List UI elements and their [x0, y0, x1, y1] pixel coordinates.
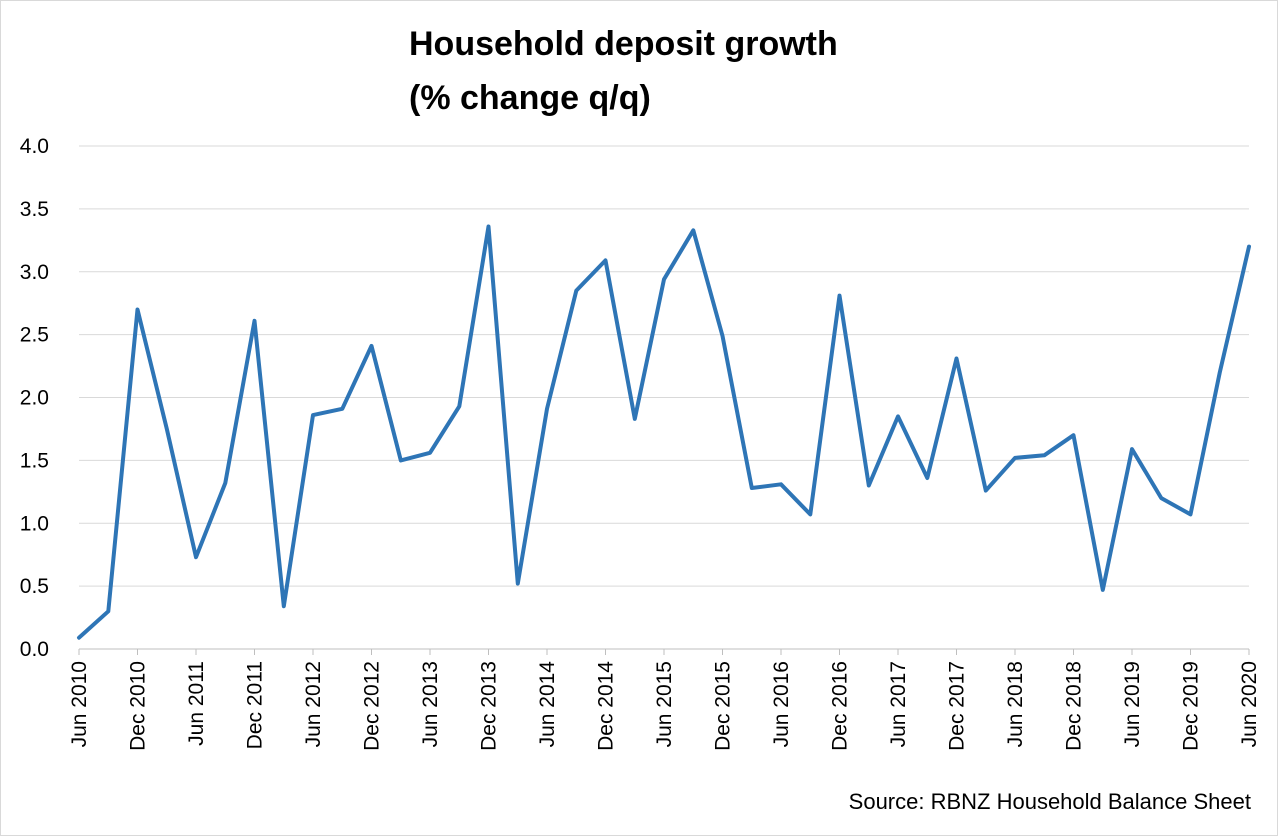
x-tick-label: Dec 2018 — [1063, 661, 1086, 751]
y-tick-label: 0.0 — [20, 638, 49, 661]
y-tick-label: 3.5 — [20, 198, 49, 221]
x-tick-label: Dec 2011 — [244, 661, 267, 749]
x-tick-label: Jun 2019 — [1121, 661, 1144, 747]
x-tick-label: Jun 2012 — [302, 661, 325, 747]
series-layer — [77, 224, 1251, 640]
chart-title-line-1: Household deposit growth — [409, 25, 838, 63]
x-axis-ticks: Jun 2010 Dec 2010 Jun 2011 Dec 2011 Jun 2012… — [68, 649, 1261, 751]
y-tick-label: 0.5 — [20, 575, 49, 598]
y-tick-label: 2.0 — [20, 387, 49, 410]
y-axis-ticks: 0.0 0.5 1.0 1.5 2.0 2.5 3.0 3.5 4.0 — [20, 135, 49, 661]
x-tick-label: Jun 2018 — [1004, 661, 1027, 747]
x-tick-label: Dec 2012 — [361, 661, 384, 751]
x-tick-label: Dec 2019 — [1180, 661, 1203, 751]
x-tick-label: Jun 2016 — [770, 661, 793, 747]
x-tick-label: Jun 2015 — [653, 661, 676, 747]
x-tick-label: Dec 2017 — [946, 661, 969, 751]
x-tick-label: Dec 2010 — [127, 661, 150, 751]
y-tick-label: 1.5 — [20, 449, 49, 472]
y-tick-label: 3.0 — [20, 261, 49, 284]
x-tick-label: Dec 2015 — [712, 661, 735, 751]
y-tick-label: 4.0 — [20, 135, 49, 158]
x-tick-label: Jun 2014 — [536, 661, 559, 748]
y-tick-label: 2.5 — [20, 324, 49, 347]
x-tick-label: Jun 2020 — [1238, 661, 1261, 747]
x-tick-label: Dec 2016 — [829, 661, 852, 751]
source-note: Source: RBNZ Household Balance Sheet — [848, 789, 1251, 814]
x-tick-label: Jun 2013 — [419, 661, 442, 747]
x-tick-label: Jun 2010 — [68, 661, 91, 747]
gridlines — [79, 145, 1249, 650]
series-line-0 — [77, 224, 1251, 640]
x-tick-label: Jun 2017 — [887, 661, 910, 747]
y-tick-label: 1.0 — [20, 512, 49, 535]
x-tick-label: Jun 2011 — [185, 661, 208, 746]
x-tick-label: Dec 2014 — [595, 661, 618, 751]
x-tick-label: Dec 2013 — [478, 661, 501, 751]
chart-title-line-2: (% change q/q) — [409, 79, 651, 117]
